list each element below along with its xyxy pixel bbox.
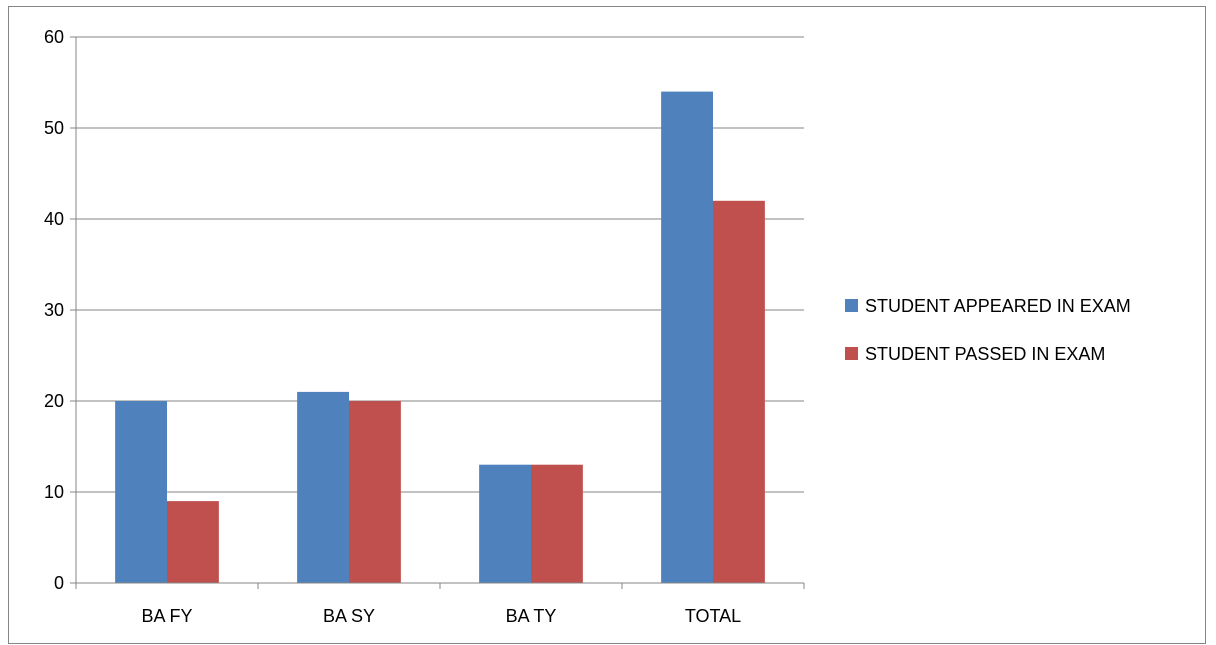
legend-label: STUDENT PASSED IN EXAM [865, 344, 1105, 364]
y-tick-label: 0 [54, 573, 64, 593]
x-tick-label: TOTAL [685, 606, 741, 626]
bar-appeared [661, 91, 713, 583]
y-tick-label: 40 [44, 209, 64, 229]
legend-swatch [845, 299, 858, 312]
y-tick-label: 60 [44, 27, 64, 47]
axes [70, 36, 805, 589]
bar-appeared [479, 464, 531, 583]
legend: STUDENT APPEARED IN EXAM STUDENT PASSED I… [845, 296, 1131, 364]
y-tick-label: 30 [44, 300, 64, 320]
bars [115, 91, 765, 584]
bar-passed [167, 501, 219, 583]
bar-chart: 0 10 20 30 40 50 60 BA FY BA SY BA TY TOTAL STUDE… [44, 27, 1131, 626]
x-tick-label: BA TY [506, 606, 557, 626]
legend-label: STUDENT APPEARED IN EXAM [865, 296, 1131, 316]
x-tick-label: BA FY [141, 606, 192, 626]
bar-appeared [297, 391, 349, 583]
bar-passed [349, 401, 401, 583]
bar-passed [531, 464, 583, 583]
x-tick-label: BA SY [323, 606, 375, 626]
y-tick-labels: 0 10 20 30 40 50 60 [44, 27, 64, 593]
y-tick-label: 50 [44, 118, 64, 138]
y-tick-label: 20 [44, 391, 64, 411]
legend-swatch [845, 347, 858, 360]
bar-passed [713, 200, 765, 584]
bar-appeared [115, 401, 167, 583]
chart-area: 0 10 20 30 40 50 60 BA FY BA SY BA TY TOTAL STUDE… [8, 6, 1206, 644]
y-tick-label: 10 [44, 482, 64, 502]
x-tick-labels: BA FY BA SY BA TY TOTAL [141, 606, 741, 626]
